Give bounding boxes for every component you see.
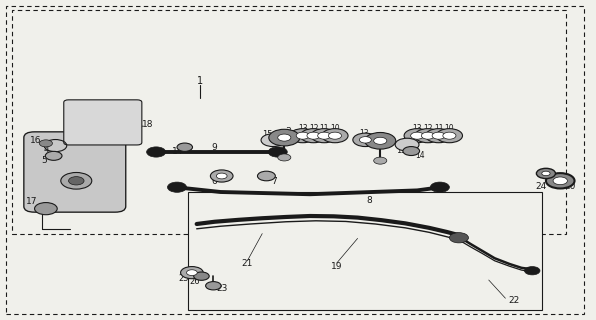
Circle shape: [147, 147, 166, 157]
Circle shape: [181, 267, 203, 279]
Circle shape: [35, 203, 57, 215]
Circle shape: [307, 132, 320, 139]
Circle shape: [194, 272, 209, 280]
Circle shape: [187, 270, 197, 276]
Bar: [12, 10, 566, 234]
Circle shape: [403, 147, 420, 156]
Circle shape: [296, 132, 309, 139]
Circle shape: [278, 154, 291, 161]
Text: 6: 6: [212, 177, 218, 186]
Text: 15: 15: [396, 146, 406, 155]
Circle shape: [318, 132, 331, 139]
Circle shape: [328, 132, 342, 139]
Circle shape: [61, 172, 92, 189]
Text: 9: 9: [212, 143, 218, 152]
Text: 24: 24: [536, 182, 547, 191]
Circle shape: [177, 143, 193, 151]
Text: 25: 25: [178, 274, 189, 283]
Text: 14: 14: [172, 147, 184, 156]
Circle shape: [374, 157, 387, 164]
Text: 13: 13: [298, 124, 308, 132]
Circle shape: [449, 233, 468, 243]
Circle shape: [421, 132, 434, 139]
Circle shape: [365, 132, 396, 149]
Text: 10: 10: [445, 124, 454, 132]
FancyBboxPatch shape: [64, 100, 142, 145]
Circle shape: [415, 129, 441, 143]
Circle shape: [311, 129, 337, 143]
Circle shape: [436, 129, 462, 143]
Circle shape: [69, 177, 84, 185]
Text: 7: 7: [271, 177, 277, 186]
Circle shape: [542, 171, 550, 176]
FancyBboxPatch shape: [24, 132, 126, 212]
Text: 16: 16: [30, 136, 42, 145]
Text: 17: 17: [26, 197, 38, 206]
Text: 13: 13: [359, 129, 369, 138]
Circle shape: [374, 137, 387, 144]
Text: 8: 8: [367, 196, 372, 205]
Circle shape: [278, 134, 291, 141]
Text: 11: 11: [434, 124, 443, 132]
Text: 3: 3: [285, 127, 291, 136]
Text: 14: 14: [415, 151, 425, 160]
Circle shape: [39, 140, 52, 147]
Circle shape: [443, 132, 456, 139]
Bar: [188, 192, 542, 310]
Text: 19: 19: [331, 262, 343, 271]
Circle shape: [167, 182, 187, 192]
Circle shape: [290, 129, 316, 143]
Circle shape: [257, 171, 275, 181]
Text: 23: 23: [216, 284, 228, 293]
Text: 21: 21: [241, 260, 253, 268]
Circle shape: [411, 132, 424, 139]
Text: 15: 15: [262, 130, 272, 139]
Circle shape: [206, 282, 221, 290]
Circle shape: [216, 173, 227, 179]
Circle shape: [261, 134, 285, 147]
Circle shape: [553, 177, 567, 185]
Text: 12: 12: [423, 124, 433, 132]
Text: 26: 26: [189, 277, 200, 286]
Circle shape: [430, 182, 449, 192]
Circle shape: [432, 132, 445, 139]
Text: 18: 18: [142, 120, 154, 129]
Circle shape: [546, 173, 575, 188]
Circle shape: [210, 170, 233, 182]
Circle shape: [536, 168, 555, 179]
Circle shape: [322, 129, 348, 143]
Circle shape: [404, 129, 430, 143]
Circle shape: [269, 129, 300, 146]
Circle shape: [353, 133, 378, 147]
Circle shape: [45, 151, 62, 160]
Text: 4: 4: [43, 145, 49, 154]
Text: 5: 5: [41, 156, 47, 164]
Circle shape: [524, 267, 540, 275]
Circle shape: [268, 147, 287, 157]
Text: 13: 13: [412, 124, 422, 132]
Text: 2: 2: [384, 135, 390, 144]
Text: 20: 20: [564, 182, 576, 191]
Text: 10: 10: [330, 124, 340, 132]
Text: 1: 1: [197, 76, 203, 86]
Text: 11: 11: [319, 124, 329, 132]
Circle shape: [395, 138, 419, 151]
Circle shape: [300, 129, 327, 143]
Text: 12: 12: [309, 124, 318, 132]
Circle shape: [359, 137, 371, 143]
Text: 22: 22: [508, 296, 519, 305]
Circle shape: [426, 129, 452, 143]
